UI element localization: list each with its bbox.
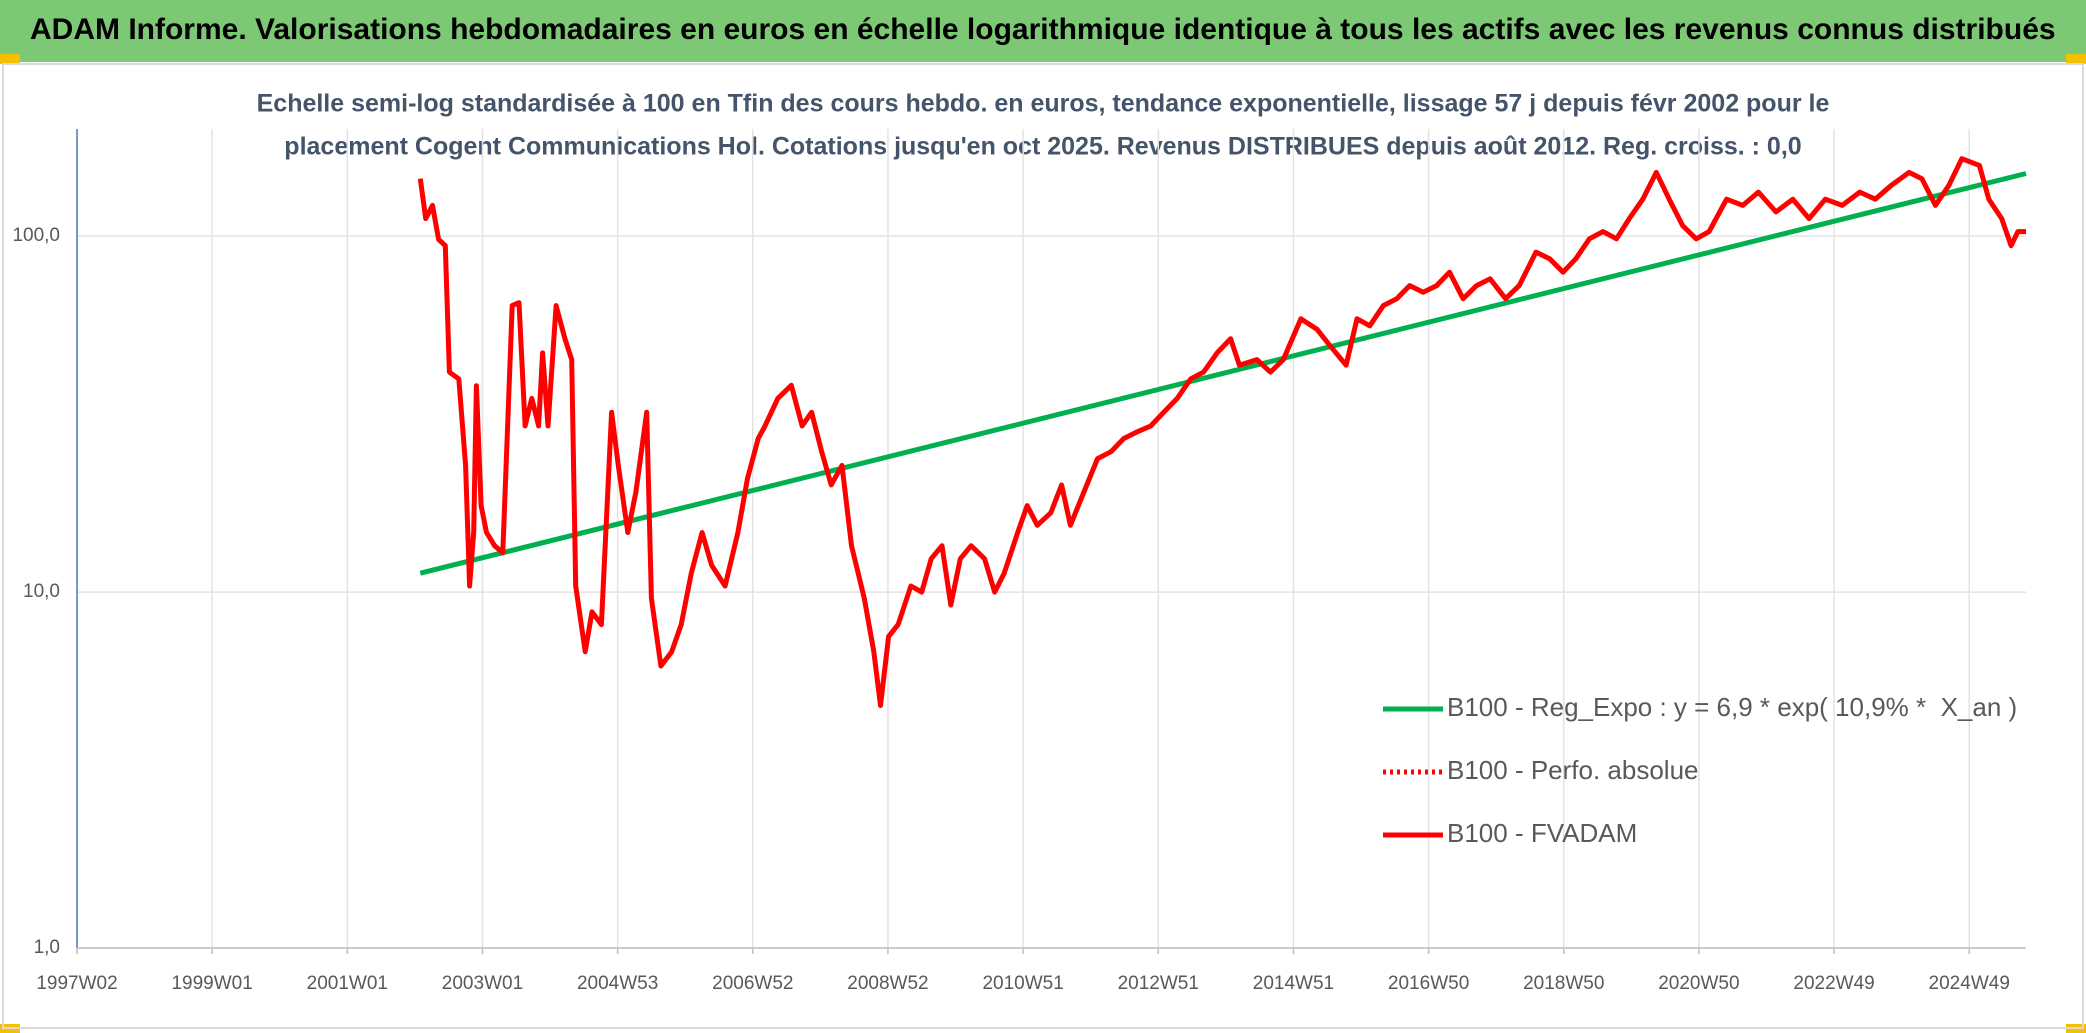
x-tick-label: 2006W52 bbox=[712, 973, 793, 994]
x-tick-label: 2003W01 bbox=[442, 973, 523, 994]
x-tick-label: 2014W51 bbox=[1253, 973, 1334, 994]
chart-frame bbox=[2, 63, 2084, 1029]
x-tick-label: 2004W53 bbox=[577, 973, 658, 994]
x-tick-label: 2018W50 bbox=[1523, 973, 1604, 994]
y-tick-label: 1,0 bbox=[34, 937, 60, 958]
y-tick-label: 10,0 bbox=[23, 581, 60, 602]
x-tick-label: 1999W01 bbox=[171, 973, 252, 994]
x-tick-label: 2020W50 bbox=[1658, 973, 1739, 994]
x-tick-label: 2024W49 bbox=[1929, 973, 2010, 994]
legend-label: B100 - Reg_Expo : y = 6,9 * exp( 10,9% *… bbox=[1447, 692, 2017, 722]
chart-subtitle: placement Cogent Communications Hol. Cot… bbox=[284, 133, 1801, 161]
x-tick-label: 1997W02 bbox=[36, 973, 117, 994]
x-tick-label: 2008W52 bbox=[847, 973, 928, 994]
legend-label: B100 - Perfo. absolue bbox=[1447, 755, 1699, 785]
x-tick-label: 2016W50 bbox=[1388, 973, 1469, 994]
series-line bbox=[419, 171, 2027, 576]
x-tick-label: 2010W51 bbox=[982, 973, 1063, 994]
header-bar bbox=[0, 0, 2086, 62]
x-tick-label: 2022W49 bbox=[1793, 973, 1874, 994]
legend-label: B100 - FVADAM bbox=[1447, 818, 1637, 848]
chart-subtitle: Echelle semi-log standardisée à 100 en T… bbox=[257, 90, 1830, 118]
corner-mark bbox=[0, 54, 20, 64]
corner-mark bbox=[2066, 54, 2086, 64]
chart-title: ADAM Informe. Valorisations hebdomadaire… bbox=[30, 13, 2056, 46]
x-tick-label: 2012W51 bbox=[1118, 973, 1199, 994]
y-tick-label: 100,0 bbox=[12, 225, 60, 246]
x-tick-label: 2001W01 bbox=[307, 973, 388, 994]
series-line bbox=[417, 156, 2026, 708]
